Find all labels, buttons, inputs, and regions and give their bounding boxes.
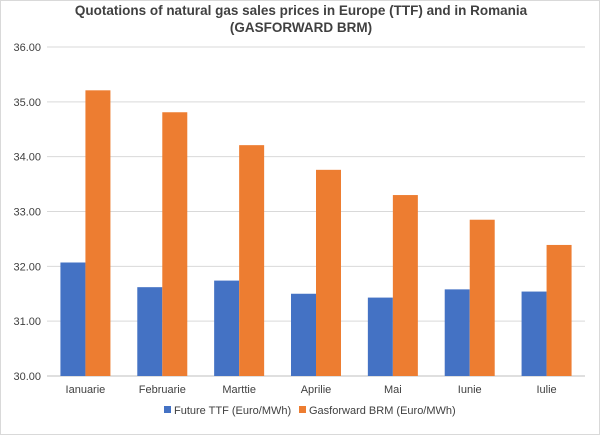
x-tick-label: Marttie bbox=[222, 384, 256, 396]
x-tick-label: Februarie bbox=[139, 384, 186, 396]
bar-future-ttf bbox=[60, 262, 86, 376]
y-tick-label: 33.00 bbox=[13, 207, 41, 219]
bar-gasforward-brm bbox=[85, 90, 111, 377]
bar-future-ttf bbox=[367, 297, 393, 376]
bar-future-ttf bbox=[137, 287, 163, 376]
chart-subtitle: (GASFORWARD BRM) bbox=[229, 20, 373, 35]
legend-swatch bbox=[299, 406, 306, 413]
y-tick-label: 36.00 bbox=[13, 42, 41, 54]
x-axis-ticks: Ianuarie Februarie Marttie Aprilie Mai Iunie I… bbox=[66, 384, 557, 396]
x-tick-label: Aprilie bbox=[301, 384, 332, 396]
gridlines bbox=[47, 46, 585, 377]
x-tick-label: Mai bbox=[384, 384, 402, 396]
bar-gasforward-brm bbox=[469, 219, 495, 376]
chart-title: Quotations of natural gas sales prices i… bbox=[74, 3, 528, 18]
bar-future-ttf bbox=[291, 293, 316, 376]
y-tick-label: 31.00 bbox=[13, 316, 41, 328]
bar-future-ttf bbox=[444, 289, 470, 376]
y-tick-label: 34.00 bbox=[13, 152, 41, 164]
bar-gasforward-brm bbox=[546, 244, 572, 376]
bar-gasforward-brm bbox=[162, 112, 188, 377]
bar-gasforward-brm bbox=[316, 169, 341, 376]
bar-future-ttf bbox=[214, 280, 240, 376]
y-tick-label: 35.00 bbox=[13, 97, 41, 109]
bar-gasforward-brm bbox=[392, 195, 418, 376]
legend-swatch bbox=[164, 406, 171, 413]
bars bbox=[60, 90, 572, 377]
y-tick-label: 32.00 bbox=[13, 261, 41, 273]
y-axis-ticks: 30.00 31.00 32.00 33.00 34.00 35.00 36.00 bbox=[13, 42, 41, 383]
x-tick-label: Iunie bbox=[458, 384, 482, 396]
legend-label: Gasforward BRM (Euro/MWh) bbox=[309, 405, 456, 417]
y-tick-label: 30.00 bbox=[13, 371, 41, 383]
x-tick-label: Iulie bbox=[536, 384, 556, 396]
bar-gasforward-brm bbox=[239, 145, 265, 376]
legend: Future TTF (Euro/MWh) Gasforward BRM (Eur… bbox=[164, 405, 456, 417]
legend-label: Future TTF (Euro/MWh) bbox=[174, 405, 291, 417]
bar-future-ttf bbox=[521, 291, 547, 376]
x-tick-label: Ianuarie bbox=[66, 384, 106, 396]
